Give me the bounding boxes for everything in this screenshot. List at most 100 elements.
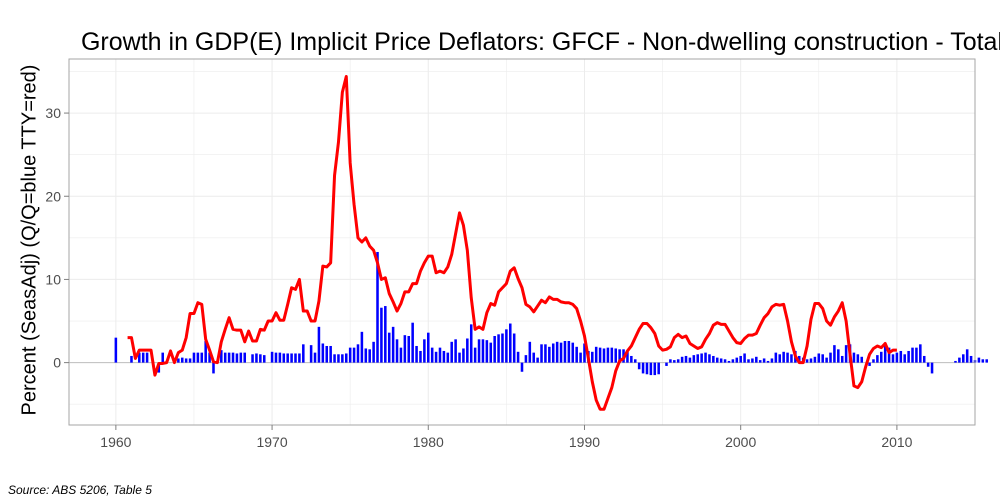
qq-bar — [805, 359, 809, 363]
qq-bar — [493, 335, 496, 363]
qq-bar — [704, 352, 707, 363]
qq-bar — [903, 354, 906, 363]
x-tick-label: 2000 — [725, 434, 756, 450]
qq-bar — [298, 353, 301, 363]
qq-bar — [618, 349, 621, 363]
qq-bar — [633, 359, 637, 363]
qq-bar — [442, 350, 446, 363]
qq-bar — [911, 347, 914, 363]
qq-bar — [536, 357, 539, 363]
x-tick-label: 2010 — [881, 434, 912, 450]
qq-bar — [583, 343, 586, 363]
qq-bar — [430, 347, 434, 363]
qq-bar — [559, 342, 563, 363]
qq-bar — [602, 348, 606, 363]
qq-bar — [138, 352, 141, 363]
qq-bar — [524, 355, 528, 363]
qq-bar — [895, 352, 899, 363]
qq-bar — [473, 347, 477, 363]
qq-bar — [676, 359, 680, 363]
qq-bar — [727, 360, 731, 363]
qq-bar — [751, 358, 754, 363]
qq-bar — [735, 357, 739, 363]
qq-bar — [348, 347, 352, 363]
qq-bar — [458, 352, 461, 363]
qq-bar — [180, 357, 184, 363]
qq-bar — [501, 333, 504, 363]
qq-bar — [555, 341, 559, 363]
qq-bar — [290, 353, 293, 363]
qq-bar — [669, 359, 672, 363]
qq-bar — [876, 355, 879, 363]
qq-bar — [395, 339, 399, 363]
qq-bar — [489, 342, 493, 363]
x-tick-label: 1990 — [569, 434, 600, 450]
qq-bar — [637, 362, 641, 370]
plot-frame — [68, 58, 976, 426]
qq-bar — [797, 355, 801, 363]
qq-bar — [731, 359, 735, 363]
qq-bar — [512, 333, 516, 363]
qq-bar — [364, 348, 368, 363]
qq-bar — [540, 344, 543, 363]
qq-bar — [161, 352, 164, 363]
qq-bar — [469, 324, 473, 363]
qq-bar — [962, 354, 965, 363]
qq-bar — [926, 362, 930, 367]
qq-bar — [770, 358, 774, 363]
qq-bar — [309, 345, 313, 363]
qq-bar — [376, 251, 379, 363]
qq-bar — [227, 352, 231, 363]
qq-bar — [825, 357, 828, 363]
qq-bar — [883, 342, 887, 363]
qq-bar — [887, 347, 891, 363]
qq-bar — [114, 337, 118, 363]
qq-bar — [786, 352, 789, 363]
qq-bar — [208, 352, 211, 363]
qq-bar — [630, 355, 633, 363]
qq-bar — [829, 352, 832, 363]
qq-bar — [840, 355, 844, 363]
qq-bar — [977, 357, 981, 363]
qq-bar — [563, 340, 567, 363]
qq-bar — [907, 350, 910, 363]
qq-bar — [196, 352, 200, 363]
x-tick-label: 1980 — [413, 434, 444, 450]
qq-bar — [505, 329, 508, 363]
qq-bar — [294, 353, 297, 363]
qq-bar — [259, 354, 262, 363]
qq-bar — [606, 347, 610, 363]
qq-bar — [399, 347, 403, 363]
qq-bar — [872, 359, 875, 363]
qq-bar — [766, 360, 770, 363]
qq-bar — [177, 358, 180, 363]
qq-bar — [645, 362, 649, 375]
qq-bar — [141, 352, 145, 363]
qq-bar — [372, 341, 375, 363]
qq-bar — [184, 358, 188, 363]
qq-bar — [844, 345, 848, 363]
qq-bar — [446, 352, 450, 363]
qq-bar — [434, 351, 438, 363]
qq-bar — [610, 347, 614, 363]
qq-bar — [739, 355, 742, 363]
qq-bar — [403, 335, 407, 363]
y-tick-label: 10 — [45, 271, 61, 287]
qq-bar — [325, 345, 329, 363]
qq-bar — [391, 326, 395, 363]
qq-bar — [239, 352, 243, 363]
qq-bar — [516, 351, 520, 363]
qq-bar — [380, 307, 383, 363]
qq-bar — [337, 354, 340, 363]
qq-bar — [821, 354, 824, 363]
qq-bar — [192, 352, 196, 363]
x-tick-label: 1970 — [256, 434, 287, 450]
qq-bar — [817, 353, 821, 363]
qq-bar — [302, 344, 305, 363]
qq-bar — [415, 345, 418, 363]
qq-bar — [899, 350, 903, 363]
qq-bar — [286, 353, 289, 363]
qq-bar — [251, 354, 254, 363]
qq-bar — [969, 355, 973, 363]
